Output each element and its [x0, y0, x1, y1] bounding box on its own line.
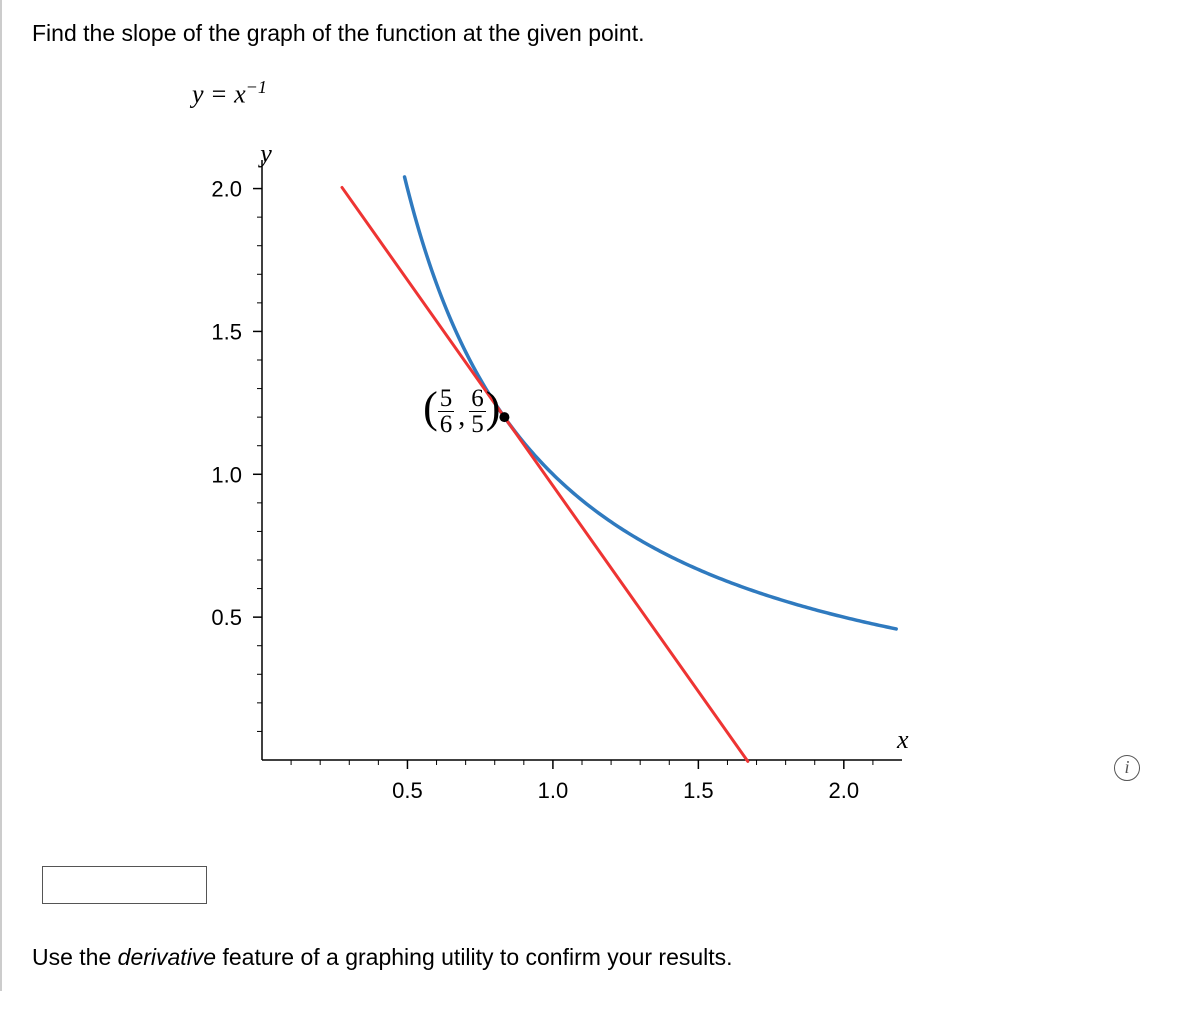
confirm-text: Use the derivative feature of a graphing…: [32, 944, 1180, 971]
svg-text:1.5: 1.5: [683, 778, 714, 803]
svg-text:1.5: 1.5: [211, 319, 242, 344]
svg-text:1.0: 1.0: [211, 462, 242, 487]
svg-text:y: y: [257, 139, 272, 168]
equation: y = x−1: [192, 77, 1180, 110]
svg-text:x: x: [896, 725, 909, 754]
function-graph: 0.51.01.52.00.51.01.52.0xy(56,65): [172, 130, 932, 830]
chart-container: 0.51.01.52.00.51.01.52.0xy(56,65) i: [172, 130, 1180, 836]
question-text: Find the slope of the graph of the funct…: [32, 20, 1180, 47]
svg-text:1.0: 1.0: [538, 778, 569, 803]
svg-text:2.0: 2.0: [829, 778, 860, 803]
answer-input[interactable]: [42, 866, 207, 904]
svg-text:0.5: 0.5: [211, 605, 242, 630]
svg-text:0.5: 0.5: [392, 778, 423, 803]
info-icon[interactable]: i: [1114, 755, 1140, 781]
svg-text:2.0: 2.0: [211, 176, 242, 201]
